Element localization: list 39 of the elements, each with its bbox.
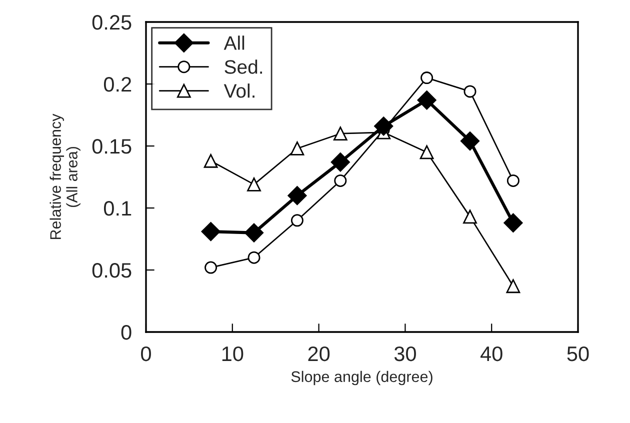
x-tick-label: 20: [308, 346, 330, 362]
legend-label: Vol.: [224, 84, 254, 98]
x-tick-label: 10: [222, 346, 244, 362]
y-tick-label: 0.05: [92, 263, 132, 278]
x-tick-label: 30: [394, 346, 416, 362]
x-tick-label: 40: [480, 346, 502, 362]
y-tick-label: 0.2: [104, 77, 132, 92]
point: [463, 210, 477, 224]
point: [290, 214, 304, 227]
point: [464, 85, 476, 98]
point: [506, 174, 520, 187]
y-axis-title: Relative frequency (All area): [50, 114, 80, 240]
point: [248, 251, 260, 264]
point: [506, 279, 520, 294]
point: [288, 186, 307, 206]
point: [460, 132, 480, 151]
y-tick-label: 0.25: [92, 15, 132, 30]
point: [201, 222, 220, 242]
point: [420, 72, 434, 84]
point: [244, 223, 264, 242]
point: [290, 142, 304, 156]
point: [204, 261, 218, 274]
x-axis-title: Slope angle (degree): [291, 370, 432, 386]
point: [417, 90, 436, 110]
point: [420, 145, 434, 160]
y-tick-label: 0.1: [104, 201, 132, 216]
x-tick-label: 50: [567, 346, 589, 362]
x-tick-label: 0: [141, 346, 151, 362]
legend-label: All: [224, 36, 244, 50]
point: [334, 174, 347, 187]
y-tick-label: 0.15: [92, 139, 132, 154]
point: [330, 152, 350, 172]
point: [504, 213, 523, 232]
point: [374, 116, 394, 136]
point: [247, 177, 261, 192]
legend-label: Sed.: [224, 60, 262, 74]
point: [333, 126, 348, 141]
point: [204, 154, 218, 168]
y-tick-label: 0: [121, 325, 132, 340]
